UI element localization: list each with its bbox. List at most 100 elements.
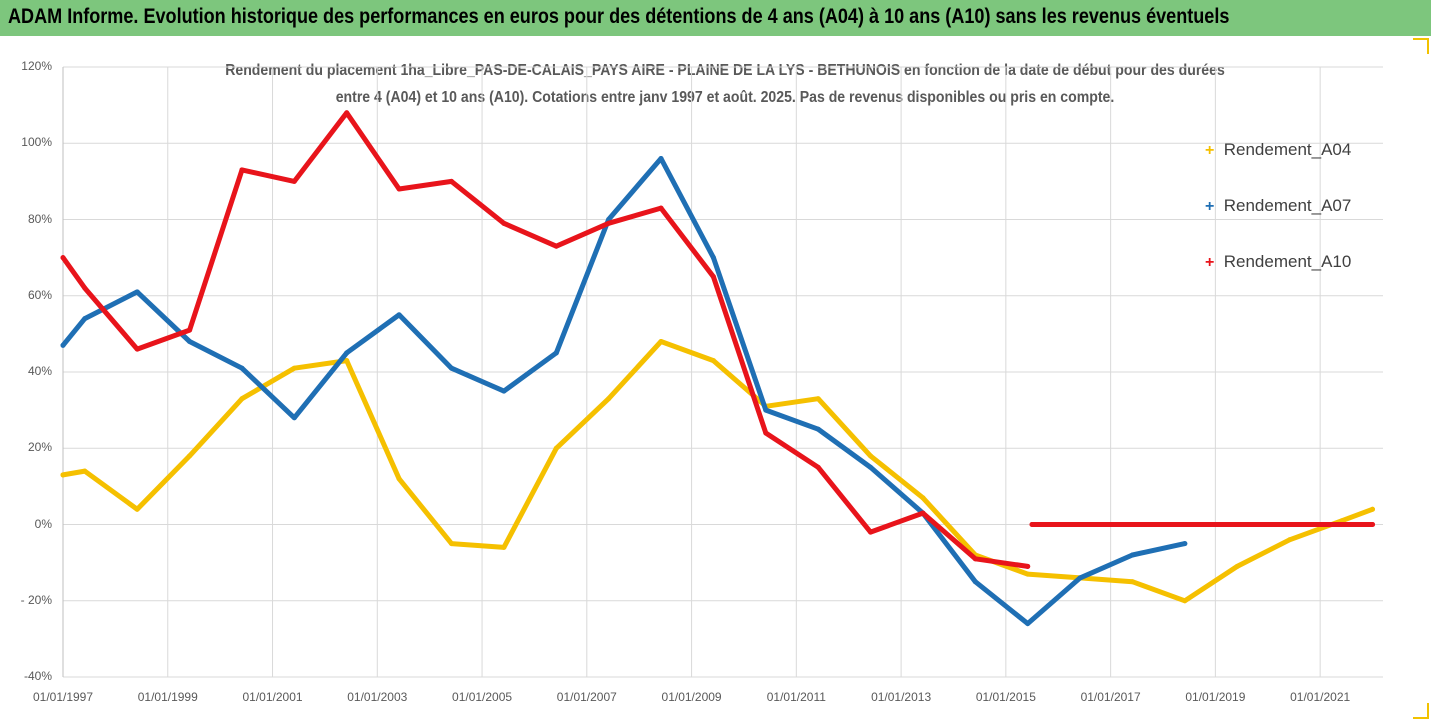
corner-decoration-bottom-right	[1413, 703, 1429, 719]
data-point	[868, 529, 874, 535]
data-point	[1182, 541, 1188, 547]
x-tick-label: 01/01/2009	[661, 690, 722, 704]
data-point	[1287, 522, 1293, 527]
data-point	[553, 243, 559, 249]
data-point	[396, 312, 402, 318]
x-tick-label: 01/01/2021	[1290, 690, 1351, 704]
data-point	[1129, 579, 1135, 585]
data-point	[82, 285, 88, 291]
x-tick-label: 01/01/2013	[871, 690, 932, 704]
legend-label-a10: Rendement_A10	[1223, 252, 1352, 271]
data-point	[1339, 518, 1345, 524]
data-point	[972, 556, 978, 562]
data-point	[710, 274, 716, 280]
data-point	[1129, 522, 1135, 527]
data-point	[1029, 522, 1035, 527]
data-point	[82, 316, 88, 322]
data-point	[448, 541, 454, 547]
y-tick-label: 100%	[21, 135, 52, 150]
data-point	[1287, 537, 1293, 543]
y-tick-label: -40%	[23, 669, 52, 683]
data-point	[553, 350, 559, 356]
y-tick-label: - 20%	[20, 592, 52, 607]
chart-title-line1: Rendement du placement 1ha_Libre_PAS-DE-…	[225, 62, 1225, 79]
data-point	[763, 430, 769, 436]
y-tick-label: 40%	[27, 364, 52, 378]
x-tick-label: 01/01/1999	[137, 690, 198, 704]
legend-marker-a07: +	[1205, 198, 1215, 215]
data-point	[1339, 522, 1345, 527]
data-point	[920, 495, 926, 501]
data-point	[763, 407, 769, 413]
series-line-rendement-a04	[60, 339, 1375, 604]
legend-label-a04: Rendement_A04	[1223, 140, 1352, 159]
data-point	[606, 220, 612, 226]
data-point	[1025, 571, 1031, 577]
data-point	[868, 453, 874, 459]
legend-item-a04: + Rendement_A04	[1205, 140, 1351, 160]
data-point	[1234, 563, 1240, 569]
banner-title: ADAM Informe. Evolution historique des p…	[8, 5, 1230, 28]
data-point	[1025, 563, 1031, 569]
data-point	[134, 346, 140, 352]
data-point	[1182, 598, 1188, 604]
data-point	[60, 255, 66, 261]
data-point	[1077, 522, 1083, 527]
data-point	[815, 426, 821, 432]
data-point	[448, 365, 454, 371]
data-point	[1182, 522, 1188, 527]
y-tick-label: 20%	[27, 440, 52, 455]
data-point	[344, 350, 350, 356]
series-line-rendement-a07	[60, 156, 1188, 627]
data-point	[553, 445, 559, 451]
data-point	[291, 365, 297, 371]
x-tick-label: 01/01/1997	[32, 690, 94, 704]
data-point	[658, 339, 664, 344]
data-point	[291, 415, 297, 421]
data-point	[1370, 522, 1376, 527]
data-point	[868, 464, 874, 470]
x-tick-label: 01/01/2015	[975, 690, 1036, 704]
legend-marker-a04: +	[1205, 142, 1215, 159]
data-point	[1025, 621, 1031, 627]
data-point	[187, 327, 193, 333]
x-tick-label: 01/01/2011	[766, 690, 826, 704]
data-point	[344, 110, 350, 116]
data-point	[448, 178, 454, 184]
chart-title-line2: entre 4 (A04) et 10 ans (A10). Cotations…	[335, 89, 1115, 106]
data-point	[658, 205, 664, 211]
data-point	[1234, 522, 1240, 527]
corner-decoration-top-right	[1413, 38, 1429, 54]
banner: ADAM Informe. Evolution historique des p…	[0, 0, 1431, 36]
data-point	[239, 167, 245, 173]
data-point	[1077, 575, 1083, 581]
data-point	[1370, 506, 1376, 512]
data-point	[60, 472, 66, 478]
x-tick-label: 01/01/2007	[556, 690, 617, 704]
data-point	[187, 453, 193, 459]
data-point	[972, 579, 978, 585]
x-tick-label: 01/01/2019	[1185, 690, 1246, 704]
data-point	[291, 178, 297, 184]
data-point	[815, 464, 821, 470]
data-point	[396, 186, 402, 192]
data-point	[134, 506, 140, 512]
legend-label-a07: Rendement_A07	[1223, 196, 1352, 215]
data-point	[710, 255, 716, 261]
data-point	[501, 544, 507, 550]
data-point	[710, 358, 716, 364]
series-line-rendement-a10	[60, 110, 1031, 569]
data-point	[606, 396, 612, 402]
data-point	[658, 156, 664, 161]
y-tick-label: 80%	[27, 211, 52, 226]
data-point	[239, 396, 245, 402]
data-point	[920, 510, 926, 516]
data-point	[501, 220, 507, 226]
data-point	[187, 339, 193, 344]
y-tick-label: 0%	[34, 516, 52, 531]
data-point	[815, 396, 821, 402]
legend-item-a10: + Rendement_A10	[1205, 252, 1351, 272]
data-point	[82, 468, 88, 474]
legend-marker-a10: +	[1205, 254, 1215, 271]
